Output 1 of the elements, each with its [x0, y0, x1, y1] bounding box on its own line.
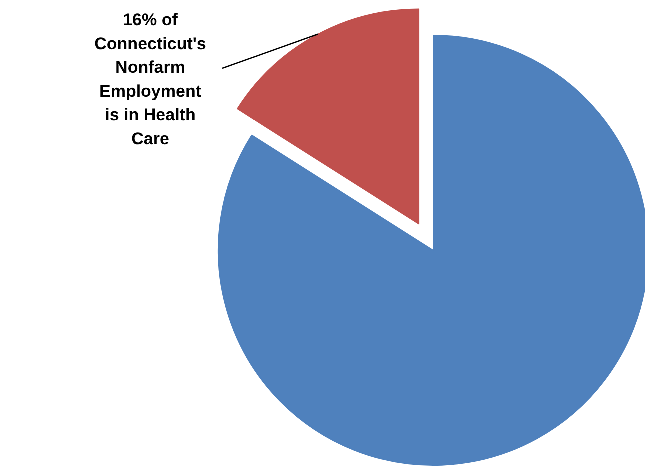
- slice-label: 16% of Connecticut's Nonfarm Employment is in Health Care: [94, 10, 206, 148]
